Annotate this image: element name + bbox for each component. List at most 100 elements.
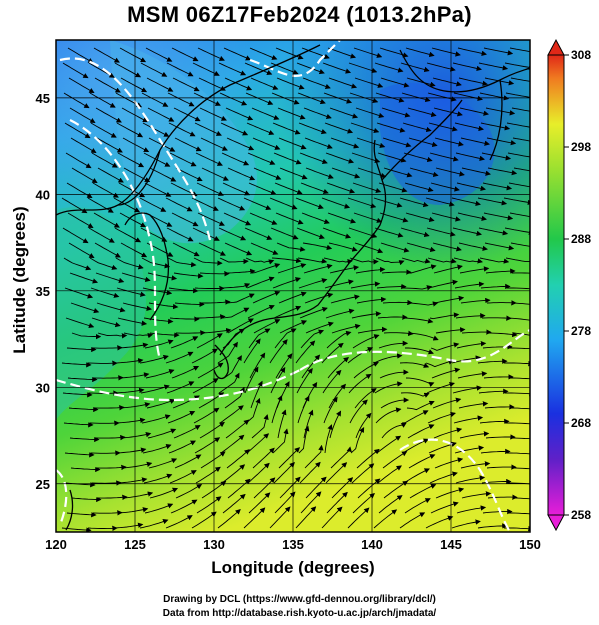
streamline — [275, 212, 304, 225]
streamline — [300, 182, 329, 194]
colorbar-tick-label: 308 — [571, 48, 591, 62]
streamline — [331, 323, 361, 334]
streamline — [485, 434, 516, 440]
credit-drawing: Drawing by DCL (https://www.gfd-dennou.o… — [163, 594, 436, 605]
streamline — [142, 444, 172, 454]
streamline — [165, 197, 193, 212]
streamline — [243, 338, 261, 364]
streamline — [143, 317, 174, 325]
streamline — [484, 404, 515, 410]
y-tick-label: 40 — [36, 187, 50, 202]
colorbar-tick-label: 298 — [571, 140, 591, 154]
streamline — [330, 446, 352, 469]
streamline — [278, 137, 307, 150]
streamline — [511, 107, 530, 112]
colorbar-tick-label: 268 — [571, 416, 591, 430]
streamline — [97, 494, 128, 501]
streamline — [356, 296, 387, 304]
streamline — [251, 414, 269, 439]
streamline — [486, 137, 517, 146]
streamline — [331, 167, 361, 179]
streamline — [381, 422, 407, 439]
streamline — [504, 360, 530, 367]
streamline — [114, 227, 142, 243]
streamline — [120, 77, 148, 93]
y-tick-label: 25 — [36, 477, 50, 492]
map-frame — [55, 39, 531, 533]
streamline — [302, 242, 333, 250]
streamline — [193, 257, 223, 266]
x-tick-label: 145 — [440, 537, 462, 552]
streamline — [404, 182, 434, 193]
streamline — [355, 107, 385, 118]
streamline — [430, 501, 459, 514]
streamline — [274, 182, 303, 195]
x-tick-label: 130 — [203, 537, 225, 552]
streamline — [324, 279, 354, 289]
streamline — [453, 257, 483, 264]
streamline — [512, 137, 530, 142]
streamline — [194, 285, 225, 292]
streamline — [295, 506, 317, 529]
streamline — [244, 62, 273, 75]
streamline — [97, 332, 128, 339]
streamline — [88, 227, 115, 243]
streamline — [71, 496, 102, 503]
streamline — [325, 462, 348, 484]
streamline — [253, 167, 282, 180]
streamline — [401, 410, 429, 424]
streamline — [71, 167, 98, 184]
streamline — [299, 461, 321, 484]
streamline — [273, 305, 302, 319]
streamline — [454, 281, 485, 289]
streamline — [322, 62, 352, 74]
streamline — [504, 62, 530, 70]
streamline — [251, 263, 281, 274]
streamline — [304, 137, 333, 149]
streamline — [198, 242, 226, 256]
streamline — [87, 525, 118, 532]
streamline — [478, 388, 509, 394]
streamline — [226, 137, 255, 151]
streamline — [92, 182, 119, 198]
streamline — [63, 92, 90, 109]
colorbar: 258 268 278 288 298 308 — [547, 38, 591, 532]
streamline — [192, 62, 220, 76]
streamline — [453, 415, 484, 424]
streamline — [327, 47, 357, 59]
streamline — [199, 421, 225, 439]
streamline — [457, 47, 487, 56]
coastlines — [56, 44, 530, 531]
streamline — [166, 62, 194, 77]
streamline — [511, 272, 530, 274]
streamline — [147, 428, 177, 439]
streamline — [477, 358, 508, 364]
streamline — [431, 47, 461, 57]
streamline — [375, 92, 405, 103]
streamline — [352, 334, 380, 349]
streamline — [432, 397, 462, 409]
streamline — [481, 152, 512, 161]
streamline — [330, 294, 360, 304]
streamline — [221, 464, 246, 484]
streamline — [379, 369, 409, 379]
streamline — [172, 242, 200, 257]
streamline — [504, 227, 530, 235]
streamline — [331, 477, 354, 499]
streamline — [168, 122, 196, 137]
streamline — [248, 492, 271, 514]
streamline — [378, 340, 409, 349]
streamline — [426, 62, 456, 72]
streamline — [510, 407, 530, 410]
streamline — [220, 283, 251, 289]
streamline — [90, 287, 120, 298]
colorbar-bottom-arrow — [547, 514, 565, 532]
streamline — [380, 397, 410, 409]
streamline — [379, 212, 409, 223]
streamline — [347, 347, 374, 364]
streamline — [404, 498, 431, 514]
streamline — [119, 212, 147, 228]
streamline — [355, 412, 372, 439]
streamline — [118, 507, 149, 514]
streamline — [227, 167, 256, 181]
